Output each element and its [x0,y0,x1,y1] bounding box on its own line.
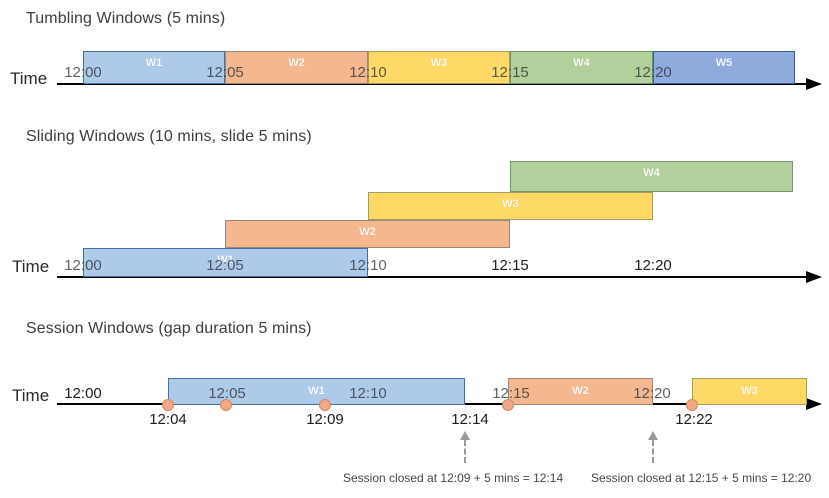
session-window-w3: W3 [692,378,807,405]
tumbling-window-w2: W2 [225,51,368,84]
tumbling-window-w1: W1 [83,51,225,84]
sliding-timeline-arrowhead-icon [806,271,822,283]
dashed-callout-line [464,440,466,463]
sliding-window-w3: W3 [368,192,653,220]
session-window-w2: W2 [508,378,653,405]
session-tick-1200: 12:00 [64,385,102,402]
tumbling-window-w4: W4 [510,51,653,84]
event-dot-1215 [502,399,514,411]
sliding-tick-1220: 12:20 [634,257,672,274]
sliding-tick-1215: 12:15 [491,257,529,274]
event-dot-1204 [162,399,174,411]
tumbling-tick-1210: 12:10 [349,64,387,81]
event-time-label-1214: 12:14 [451,411,489,428]
session-window-w1: W1 [168,378,465,405]
session-tick-1220: 12:20 [633,385,671,402]
tumbling-window-w3: W3 [368,51,510,84]
session-tick-1210: 12:10 [349,385,387,402]
sliding-tick-1205: 12:05 [206,257,244,274]
session-section-title: Session Windows (gap duration 5 mins) [26,320,312,337]
window-label: W3 [502,198,519,210]
sliding-tick-1200: 12:00 [64,257,102,274]
window-label: W1 [308,385,325,397]
session-time-axis-label: Time [12,386,50,405]
sliding-tick-1210: 12:10 [349,257,387,274]
event-dot-1205 [220,399,232,411]
window-label: W5 [715,57,733,69]
tumbling-tick-1220: 12:20 [634,64,672,81]
session-tick-1205: 12:05 [208,385,246,402]
window-label: W4 [643,167,660,179]
sliding-window-w4: W4 [510,161,793,192]
session-tick-1215: 12:15 [492,385,530,402]
dashed-callout-line [652,440,654,463]
session-timeline-arrowhead-icon [806,398,822,410]
window-label: W3 [741,385,758,397]
window-label: W2 [572,385,589,397]
tumbling-tick-1205: 12:05 [206,64,244,81]
session-close-annotation-1: Session closed at 12:09 + 5 mins = 12:14 [343,471,564,485]
sliding-time-axis-label: Time [12,257,50,276]
tumbling-time-axis-label: Time [10,69,48,88]
event-time-label-1222: 12:22 [675,411,713,428]
session-close-annotation-2: Session closed at 12:15 + 5 mins = 12:20 [591,471,812,485]
sliding-timeline-axis [57,276,807,278]
sliding-window-w2: W2 [225,220,510,248]
tumbling-timeline-arrowhead-icon [806,78,822,90]
event-time-label-1204: 12:04 [149,411,187,428]
sliding-window-w1: W1 [83,248,368,277]
window-label: W3 [430,57,448,69]
window-label: W4 [573,57,590,69]
event-dot-1209 [319,399,331,411]
tumbling-timeline-axis [57,83,807,85]
window-label: W2 [359,226,376,238]
window-label: W1 [217,254,234,266]
sliding-section-title: Sliding Windows (10 mins, slide 5 mins) [26,128,312,145]
tumbling-section-title: Tumbling Windows (5 mins) [26,10,226,27]
window-label: W2 [288,57,305,69]
tumbling-tick-1200: 12:00 [64,64,102,81]
tumbling-window-w5: W5 [653,51,795,84]
up-arrow-icon [460,431,470,440]
event-dot-1222 [686,399,698,411]
window-label: W1 [145,57,163,69]
up-arrow-icon [648,431,658,440]
event-time-label-1209: 12:09 [306,411,344,428]
tumbling-tick-1215: 12:15 [491,64,529,81]
